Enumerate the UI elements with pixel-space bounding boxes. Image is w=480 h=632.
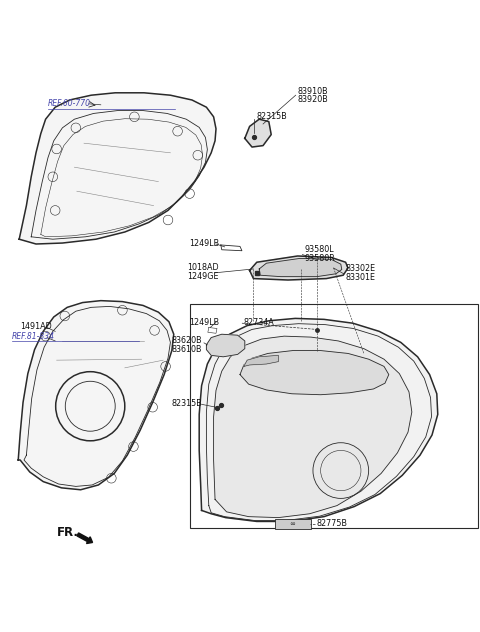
- Bar: [190, 303, 478, 528]
- Text: 82775B: 82775B: [317, 520, 348, 528]
- Text: 83920B: 83920B: [298, 95, 328, 104]
- Text: 82315B: 82315B: [257, 112, 288, 121]
- Text: 83301E: 83301E: [346, 273, 375, 282]
- Text: 82315B: 82315B: [172, 399, 203, 408]
- Text: 83910B: 83910B: [298, 87, 328, 96]
- Text: REF.60-770: REF.60-770: [48, 99, 91, 108]
- Bar: [275, 519, 311, 529]
- Polygon shape: [18, 301, 174, 490]
- Text: 1249GE: 1249GE: [187, 272, 219, 281]
- Text: 1018AD: 1018AD: [187, 264, 219, 272]
- Polygon shape: [214, 336, 412, 518]
- Text: $\infty$: $\infty$: [289, 521, 296, 527]
- Text: 93580R: 93580R: [305, 254, 336, 263]
- Text: REF.81-834: REF.81-834: [12, 332, 55, 341]
- Text: 83620B: 83620B: [172, 336, 203, 346]
- Text: 93580L: 93580L: [305, 245, 335, 254]
- FancyArrow shape: [77, 533, 93, 544]
- Text: 1249LB: 1249LB: [190, 318, 220, 327]
- Polygon shape: [19, 93, 216, 244]
- Polygon shape: [206, 334, 245, 357]
- Polygon shape: [245, 119, 271, 147]
- Text: 83610B: 83610B: [172, 345, 203, 354]
- Text: 82734A: 82734A: [244, 318, 275, 327]
- Polygon shape: [199, 319, 438, 521]
- Polygon shape: [259, 258, 342, 277]
- Polygon shape: [240, 351, 389, 395]
- Text: FR.: FR.: [57, 525, 79, 538]
- Polygon shape: [244, 355, 278, 367]
- Text: 1491AD: 1491AD: [20, 322, 52, 331]
- Text: 83302E: 83302E: [346, 264, 376, 274]
- Polygon shape: [250, 256, 348, 280]
- Text: 1249LB: 1249LB: [190, 240, 220, 248]
